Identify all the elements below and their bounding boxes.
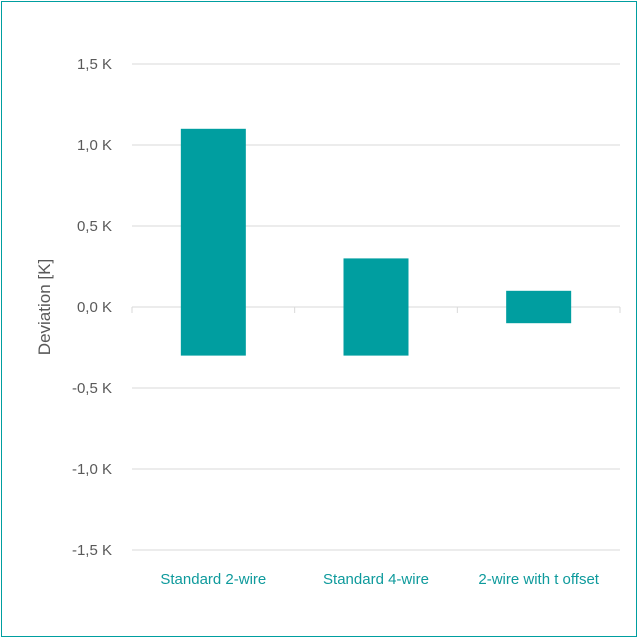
category-label: Standard 2-wire [160,571,266,588]
category-label: Standard 4-wire [323,571,429,588]
y-tick-label: 1,0 K [77,137,112,154]
y-tick-label: -0,5 K [72,380,112,397]
bar-2-wire-with-t-offset [506,290,572,324]
bar-standard-2-wire [180,128,246,356]
y-axis-title: Deviation [K] [35,259,54,355]
y-tick-label: -1,5 K [72,542,112,559]
category-labels: Standard 2-wire Standard 4-wire 2-wire wit… [160,571,599,588]
y-tick-label: 0,0 K [77,299,112,316]
y-tick-label: 0,5 K [77,218,112,235]
y-tick-label: 1,5 K [77,56,112,73]
bar-standard-4-wire [343,258,409,356]
bars [180,128,572,356]
y-tick-label: -1,0 K [72,461,112,478]
category-label: 2-wire with t offset [478,571,599,588]
y-tick-labels: 1,5 K 1,0 K 0,5 K 0,0 K -0,5 K -1,0 K -1,5 K [72,56,112,559]
